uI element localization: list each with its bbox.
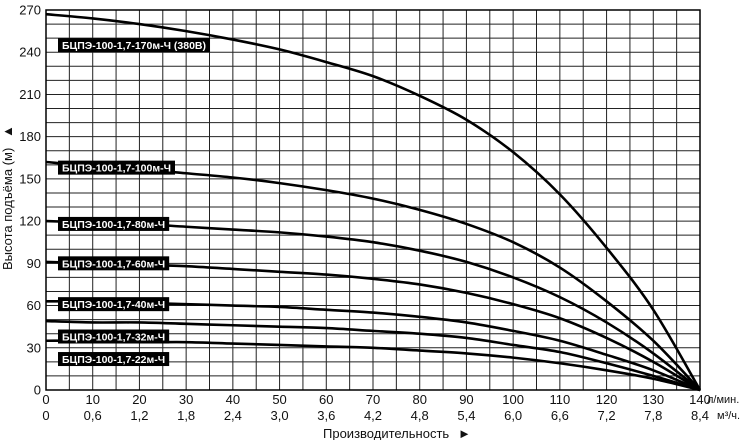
series-label: БЦПЭ-100-1,7-32м-Ч [58, 329, 170, 344]
series-label-box [58, 352, 170, 367]
x-tick-label-secondary: 3,6 [317, 408, 335, 423]
x-tick-label-secondary: 6,0 [504, 408, 522, 423]
series-label-text: БЦПЭ-100-1,7-22м-Ч [62, 354, 165, 366]
y-tick-label: 30 [27, 340, 41, 355]
x-unit-secondary: м³/ч. [717, 410, 740, 422]
x-tick-label-secondary: 5,4 [457, 408, 475, 423]
y-tick-label: 60 [27, 298, 41, 313]
series-label: БЦПЭ-100-1,7-100м-Ч [58, 160, 175, 175]
y-tick-label: 0 [34, 383, 41, 398]
series-label: БЦПЭ-100-1,7-80м-Ч [58, 216, 170, 231]
x-tick-label-secondary: 0,6 [84, 408, 102, 423]
series-label-box [58, 160, 175, 175]
y-tick-label: 180 [19, 129, 41, 144]
x-tick-label: 90 [459, 392, 473, 407]
series-label: БЦПЭ-100-1,7-22м-Ч [58, 352, 170, 367]
x-tick-label: 10 [85, 392, 99, 407]
series-label-box [58, 329, 170, 344]
plot-frame [45, 9, 701, 391]
x-tick-label: 20 [132, 392, 146, 407]
series-label: БЦПЭ-100-1,7-60м-Ч [58, 256, 170, 271]
x-tick-label-secondary: 4,2 [364, 408, 382, 423]
x-tick-label: 120 [596, 392, 618, 407]
series-label-box [58, 256, 170, 271]
y-tick-label: 150 [19, 171, 41, 186]
x-axis-arrow-icon: ► [458, 426, 471, 440]
y-tick-label: 210 [19, 87, 41, 102]
x-tick-label: 40 [226, 392, 240, 407]
x-tick-label: 60 [319, 392, 333, 407]
x-tick-label-secondary: 8,4 [691, 408, 709, 423]
series-label-box [58, 38, 211, 53]
series-label-box [58, 297, 170, 312]
x-tick-label: 70 [366, 392, 380, 407]
series-label: БЦПЭ-100-1,7-40м-Ч [58, 297, 170, 312]
x-tick-label: 80 [412, 392, 426, 407]
x-tick-label: 50 [272, 392, 286, 407]
x-tick-label-secondary: 7,2 [598, 408, 616, 423]
x-tick-label: 140 [689, 392, 711, 407]
series-labels: БЦПЭ-100-1,7-170м-Ч (380В) БЦПЭ-100-1,7-1… [58, 38, 211, 367]
axis-ticks: 0 30 60 90 120 150 180 210 240 270 0 10 20 30 40 50 60 70… [19, 3, 711, 424]
x-tick-label-secondary: 7,8 [644, 408, 662, 423]
grid [45, 9, 701, 391]
series-label-text: БЦПЭ-100-1,7-80м-Ч [62, 219, 165, 231]
x-tick-label-secondary: 0 [42, 408, 49, 423]
y-axis-arrow-icon: ▲ [0, 125, 15, 138]
x-tick-label-secondary: 3,0 [271, 408, 289, 423]
series-label-text: БЦПЭ-100-1,7-60м-Ч [62, 258, 165, 270]
series-line [45, 319, 701, 392]
x-unit-primary: л/мин. [707, 394, 739, 406]
x-tick-label: 130 [642, 392, 664, 407]
x-tick-label: 110 [549, 392, 570, 407]
x-tick-label-secondary: 1,8 [177, 408, 195, 423]
series-label: БЦПЭ-100-1,7-170м-Ч (380В) [58, 38, 211, 53]
y-tick-label: 270 [19, 3, 41, 18]
x-tick-label: 30 [179, 392, 193, 407]
x-axis-title: Производительность [323, 426, 449, 440]
series-label-text: БЦПЭ-100-1,7-40м-Ч [62, 299, 165, 311]
y-tick-label: 240 [19, 45, 41, 60]
series-label-text: БЦПЭ-100-1,7-170м-Ч (380В) [62, 40, 206, 52]
x-tick-label-secondary: 6,6 [551, 408, 569, 423]
x-tick-label-secondary: 1,2 [130, 408, 148, 423]
x-tick-label: 100 [502, 392, 524, 407]
y-tick-label: 90 [27, 256, 41, 271]
y-tick-label: 120 [19, 214, 41, 229]
series-label-text: БЦПЭ-100-1,7-32м-Ч [62, 332, 165, 344]
x-tick-label-secondary: 4,8 [411, 408, 429, 423]
series-line [45, 12, 702, 391]
series-label-text: БЦПЭ-100-1,7-100м-Ч [62, 163, 171, 175]
y-axis-title: Высота подъёма (м) [0, 148, 15, 270]
series-label-box [58, 216, 170, 231]
x-tick-label: 0 [42, 392, 49, 407]
x-tick-label-secondary: 2,4 [224, 408, 242, 423]
